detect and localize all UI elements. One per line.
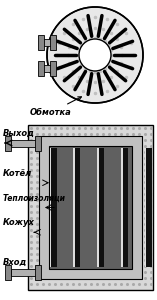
Text: Кожух: Кожух (3, 218, 35, 227)
Bar (73, 148, 75, 267)
Bar (39, 136, 142, 279)
Bar (146, 148, 152, 267)
Bar (43, 64, 52, 71)
Bar (5, 265, 11, 280)
Circle shape (79, 39, 111, 71)
Bar (28, 125, 153, 290)
Bar (38, 34, 44, 50)
Bar (50, 34, 56, 50)
Text: Выход: Выход (3, 128, 35, 137)
Bar (49, 146, 132, 269)
Bar (75, 148, 80, 267)
Bar (99, 148, 104, 267)
Bar (43, 38, 52, 46)
Text: Теплоизоляци: Теплоизоляци (3, 194, 66, 202)
Text: Вход: Вход (3, 257, 27, 266)
Bar (121, 148, 123, 267)
Bar (50, 61, 56, 76)
Bar (38, 61, 44, 76)
Bar (144, 148, 146, 267)
Bar (35, 265, 41, 280)
Bar (49, 148, 51, 267)
Bar (11, 140, 40, 146)
Bar (5, 136, 11, 151)
Text: Обмотка: Обмотка (30, 97, 81, 117)
Bar (97, 148, 99, 267)
Bar (35, 136, 41, 151)
Circle shape (47, 7, 143, 103)
Bar (123, 148, 128, 267)
Text: Котёл: Котёл (3, 169, 32, 178)
Bar (11, 268, 40, 275)
Bar (51, 148, 57, 267)
